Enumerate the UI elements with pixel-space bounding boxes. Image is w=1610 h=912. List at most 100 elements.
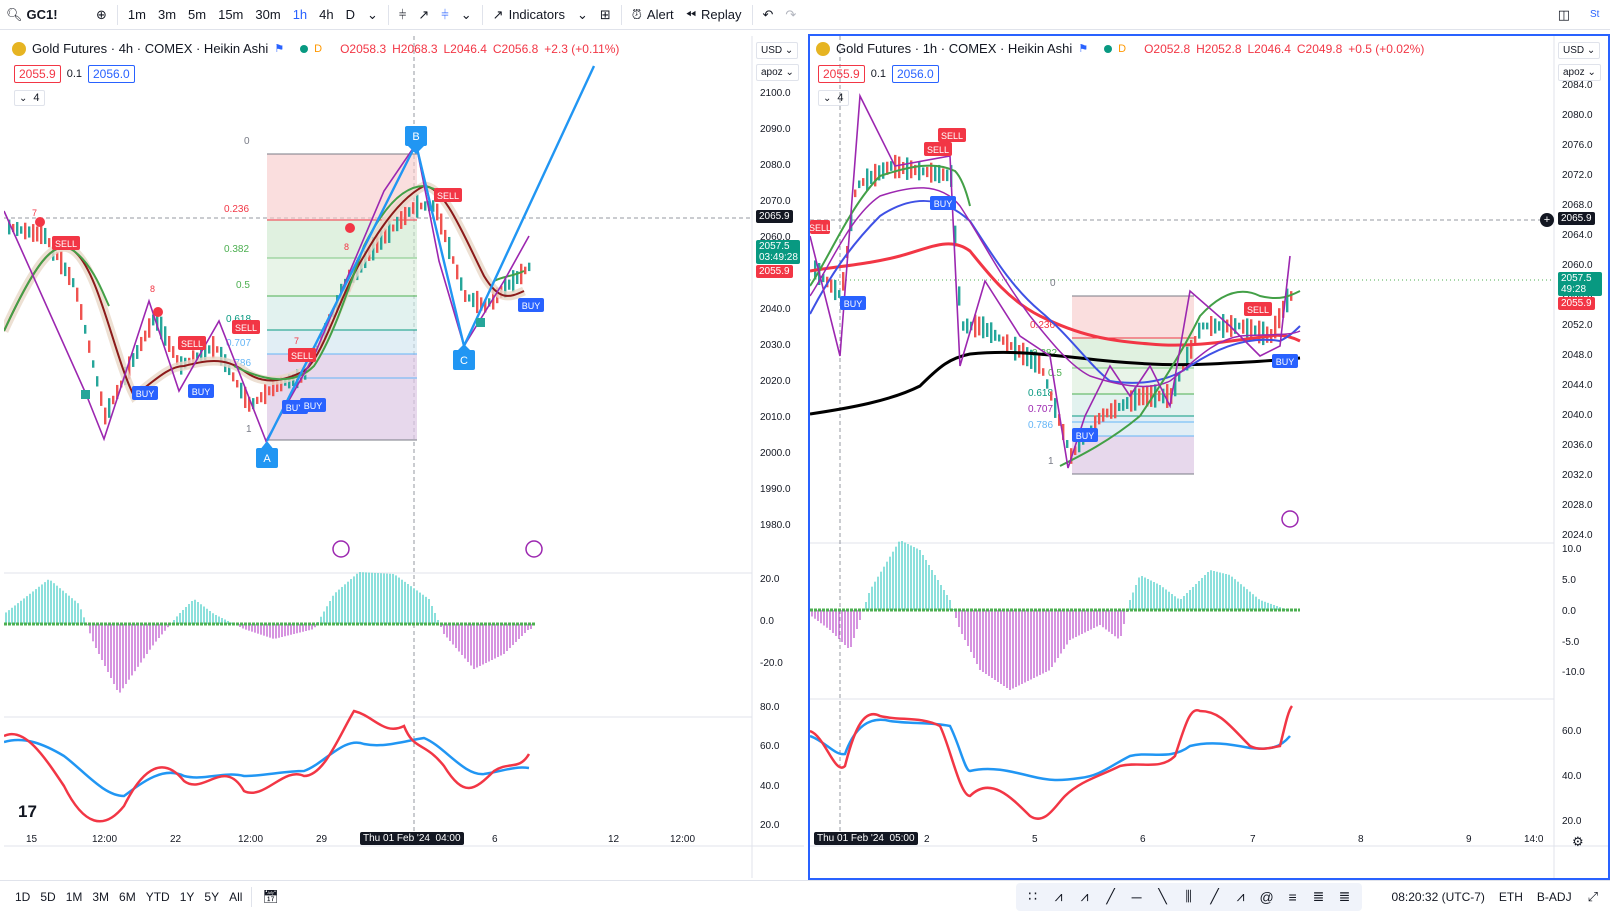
- range-button-all[interactable]: All: [229, 889, 243, 904]
- session-toggle[interactable]: ETH: [1498, 889, 1523, 904]
- layouts-button[interactable]: ⊞: [594, 0, 617, 30]
- interval-30m[interactable]: 30m: [255, 7, 281, 22]
- candle: [918, 161, 921, 181]
- replay-button[interactable]: ⏪︎ Replay: [680, 0, 748, 30]
- range-button-1y[interactable]: 1Y: [179, 889, 195, 904]
- range-button-3m[interactable]: 3M: [92, 889, 110, 904]
- abcd-pattern-icon[interactable]: ⩘: [1080, 888, 1089, 904]
- add-alert-icon[interactable]: +: [1540, 213, 1554, 227]
- candle: [1226, 319, 1229, 333]
- currency-select[interactable]: USD ⌄: [1558, 42, 1601, 59]
- chart-pane-4h[interactable]: 0 0.236 0.382 0.5 0.618 0.707 0.786 1 A …: [2, 34, 806, 880]
- abc-marker-b: B: [405, 126, 427, 154]
- candle: [966, 318, 969, 334]
- chevron-down-icon: ⌄: [1587, 67, 1596, 78]
- scale-select[interactable]: apoz ⌄: [756, 64, 799, 81]
- candle: [1262, 321, 1265, 346]
- range-button-1m[interactable]: 1M: [65, 889, 83, 904]
- trend-line-icon[interactable]: ╱: [1210, 888, 1219, 904]
- candle: [280, 376, 283, 392]
- ohlc-low: L2046.4: [443, 41, 487, 56]
- chart-title[interactable]: Gold Futures · 4h · COMEX · Heikin Ashi: [32, 41, 269, 56]
- range-button-6m[interactable]: 6M: [119, 889, 136, 904]
- range-button-5y[interactable]: 5Y: [204, 889, 220, 904]
- range-button-ytd[interactable]: YTD: [145, 889, 170, 904]
- fib-spiral-icon[interactable]: @: [1259, 888, 1274, 905]
- axis-settings-button[interactable]: ⚙: [1572, 834, 1584, 850]
- candle: [930, 162, 933, 183]
- svg-text:SELL: SELL: [1247, 305, 1269, 315]
- indicators-collapse-button[interactable]: ⌄ 4: [818, 90, 849, 106]
- indicators-collapse-button[interactable]: ⌄ 4: [14, 90, 45, 106]
- chart-canvas-4h[interactable]: 0 0.236 0.382 0.5 0.618 0.707 0.786 1 A …: [4, 36, 804, 878]
- tradingview-logo[interactable]: 17: [18, 802, 37, 821]
- interval-4h[interactable]: 4h: [319, 7, 334, 22]
- candle: [484, 299, 487, 313]
- adjust-toggle[interactable]: B-ADJ: [1536, 889, 1572, 904]
- xabcd-pattern-icon[interactable]: ⩘: [1054, 888, 1063, 904]
- drag-handle-icon[interactable]: ∷: [1028, 888, 1037, 904]
- clock[interactable]: 08:20:32 (UTC-7): [1391, 889, 1485, 904]
- trend-angle-icon[interactable]: ╱: [1106, 888, 1115, 904]
- chart-type-dropdown[interactable]: ⌄: [455, 0, 478, 30]
- goto-date-button[interactable]: 📅︎: [256, 882, 285, 912]
- alert-button[interactable]: ⏰︎ Alert: [626, 0, 680, 30]
- chart-title[interactable]: Gold Futures · 1h · COMEX · Heikin Ashi: [836, 41, 1073, 56]
- svg-text:SELL: SELL: [810, 223, 831, 233]
- candle-style-button[interactable]: ⫩: [393, 0, 412, 30]
- ohlc-high: H2068.3: [392, 41, 438, 56]
- bid-price[interactable]: 2055.9: [14, 65, 61, 83]
- candle: [878, 165, 881, 181]
- interval-3m[interactable]: 3m: [157, 7, 177, 22]
- indicators-dropdown[interactable]: ⌄: [571, 0, 594, 30]
- chart-canvas-1h[interactable]: 0 0.236 0.382 0.5 0.618 0.707 0.786 1 SE…: [810, 36, 1608, 878]
- fullscreen-button[interactable]: ⤢: [1582, 882, 1604, 912]
- horizontal-ray-icon[interactable]: ─: [1131, 888, 1142, 905]
- interval-1h[interactable]: 1h: [292, 7, 308, 22]
- svg-text:BUY: BUY: [1076, 431, 1095, 441]
- add-symbol-button[interactable]: ⊕: [90, 0, 113, 30]
- undo-button[interactable]: ↶: [757, 0, 780, 30]
- fib-channel-icon[interactable]: ≣: [1338, 888, 1351, 904]
- candle: [1282, 300, 1285, 318]
- candle: [1074, 446, 1077, 455]
- interval-1m[interactable]: 1m: [127, 7, 146, 22]
- buy-signal: BUY: [188, 384, 214, 398]
- svg-text:SELL: SELL: [927, 145, 949, 155]
- ask-price[interactable]: 2056.0: [892, 65, 939, 83]
- range-button-5d[interactable]: 5D: [40, 889, 56, 904]
- bid-price[interactable]: 2055.9: [818, 65, 865, 83]
- last-price: 2057.5: [1561, 273, 1592, 284]
- fib-extension-icon[interactable]: ≣: [1312, 888, 1325, 904]
- ask-price[interactable]: 2056.0: [88, 65, 135, 83]
- interval-dropdown[interactable]: ⌄: [361, 0, 384, 30]
- interval-5m[interactable]: 5m: [188, 7, 207, 22]
- scale-select[interactable]: apoz ⌄: [1558, 64, 1601, 81]
- interval-d[interactable]: D: [345, 7, 356, 22]
- entry-marker: [81, 390, 90, 399]
- event-icon[interactable]: [332, 540, 350, 558]
- chart-type-button[interactable]: ⫩: [435, 0, 454, 30]
- symbol-search[interactable]: 🔍︎ GC1!: [0, 0, 90, 30]
- redo-button[interactable]: ↷: [779, 0, 802, 30]
- currency-select[interactable]: USD ⌄: [756, 42, 799, 59]
- candle: [416, 194, 419, 218]
- indicators-button[interactable]: ↗ Indicators: [487, 0, 571, 30]
- ray-icon[interactable]: ╲: [1158, 888, 1167, 904]
- chart-pane-1h[interactable]: 0 0.236 0.382 0.5 0.618 0.707 0.786 1 SE…: [808, 34, 1610, 880]
- elliott-wave-icon[interactable]: ⩘: [1236, 888, 1245, 904]
- heikin-ashi-icon: ⫩: [441, 6, 449, 22]
- lightning-icon[interactable]: [1281, 510, 1299, 528]
- compare-button[interactable]: ↗: [412, 0, 435, 30]
- candle: [1218, 321, 1221, 331]
- lightning-icon[interactable]: [525, 540, 543, 558]
- scale-label: apoz: [761, 67, 783, 78]
- indicator-count: 4: [837, 92, 844, 104]
- interval-15m[interactable]: 15m: [218, 7, 244, 22]
- layout-toggle-button[interactable]: ◫: [1552, 0, 1576, 30]
- candle: [994, 329, 997, 341]
- pitchfork-icon[interactable]: ⫼: [1185, 888, 1192, 904]
- range-button-1d[interactable]: 1D: [15, 889, 31, 904]
- gold-symbol-icon: [816, 41, 830, 56]
- fib-retracement-icon[interactable]: ≡: [1288, 888, 1297, 905]
